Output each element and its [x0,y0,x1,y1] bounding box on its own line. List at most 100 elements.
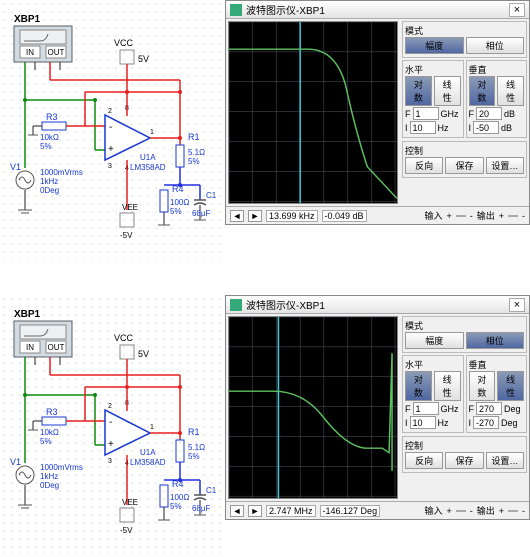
svg-text:1kHz: 1kHz [40,177,58,186]
v-i-input[interactable] [473,416,499,429]
horizontal-group: 水平 对数 线性 FGHz IHz [402,355,464,433]
cursor-right-button[interactable]: ► [248,210,262,222]
v-lin-button[interactable]: 线性 [497,76,524,106]
svg-text:R3: R3 [46,407,58,417]
h-lin-button[interactable]: 线性 [434,371,461,401]
svg-text:VEE: VEE [122,498,138,507]
statusbar: ◄ ► 13.699 kHz -0.049 dB 输入+- 输出+- [226,206,529,224]
svg-text:R1: R1 [188,132,200,142]
status-value: -0.049 dB [322,210,367,222]
svg-text:100Ω: 100Ω [170,198,189,207]
svg-text:1: 1 [150,129,154,136]
svg-text:XBP1: XBP1 [14,14,41,25]
close-button[interactable]: × [509,298,525,312]
status-frequency: 2.747 MHz [266,505,316,517]
svg-text:-: - [109,417,112,428]
statusbar: ◄ ► 2.747 MHz -146.127 Deg 输入+- 输出+- [226,501,529,519]
svg-text:100Ω: 100Ω [170,493,189,502]
v-i-input[interactable] [473,121,499,134]
window-title: 波特图示仪-XBP1 [246,2,509,17]
svg-text:5%: 5% [40,437,52,446]
v-f-input[interactable] [476,402,502,415]
svg-text:10kΩ: 10kΩ [40,428,59,437]
h-i-input[interactable] [410,121,436,134]
bode-plotter-window: 波特图示仪-XBP1 × 模式 幅度 相位 水平 [225,295,530,520]
svg-text:68μF: 68μF [192,209,211,218]
v-log-button[interactable]: 对数 [469,371,496,401]
titlebar: 波特图示仪-XBP1 × [226,1,529,19]
svg-text:1kHz: 1kHz [40,472,58,481]
svg-text:U1A: U1A [140,448,156,457]
control-group: 控制 反向 保存 设置… [402,141,527,178]
svg-text:-5V: -5V [120,526,133,535]
magnitude-button[interactable]: 幅度 [405,332,464,349]
svg-text:0Deg: 0Deg [40,186,59,195]
vertical-group: 垂直 对数 线性 FDeg IDeg [466,355,528,433]
svg-text:+: + [108,439,114,450]
svg-text:1000mVrms: 1000mVrms [40,168,83,177]
cursor-left-button[interactable]: ◄ [230,505,244,517]
svg-text:5%: 5% [40,142,52,151]
status-value: -146.127 Deg [320,505,381,517]
svg-text:VCC: VCC [114,333,134,343]
status-frequency: 13.699 kHz [266,210,318,222]
h-f-input[interactable] [413,402,439,415]
h-i-input[interactable] [410,416,436,429]
svg-text:IN: IN [26,48,34,57]
v-lin-button[interactable]: 线性 [497,371,524,401]
svg-text:-: - [109,122,112,133]
v-f-input[interactable] [476,107,502,120]
svg-text:5%: 5% [170,502,182,511]
settings-button[interactable]: 设置… [486,157,524,174]
svg-text:0Deg: 0Deg [40,481,59,490]
svg-text:IN: IN [26,343,34,352]
window-title: 波特图示仪-XBP1 [246,297,509,312]
svg-text:2: 2 [108,403,112,410]
close-button[interactable]: × [509,3,525,17]
h-lin-button[interactable]: 线性 [434,76,461,106]
svg-text:LM358AD: LM358AD [130,163,166,172]
svg-text:R1: R1 [188,427,200,437]
svg-text:OUT: OUT [48,48,65,57]
svg-text:+: + [108,144,114,155]
schematic-canvas: IN OUT XBP1 VCC 5V V1 1000mVrms 1kHz 0De… [0,0,225,260]
svg-text:5.1Ω: 5.1Ω [188,443,205,452]
cursor-left-button[interactable]: ◄ [230,210,244,222]
bode-plot[interactable] [228,316,398,499]
svg-text:1: 1 [150,424,154,431]
svg-text:68μF: 68μF [192,504,211,513]
svg-text:5.1Ω: 5.1Ω [188,148,205,157]
schematic-canvas: IN OUT XBP1 VCC 5V V1 1000mVrms 1kHz 0De… [0,295,225,555]
svg-text:U1A: U1A [140,153,156,162]
svg-text:VEE: VEE [122,203,138,212]
svg-text:OUT: OUT [48,343,65,352]
h-f-input[interactable] [413,107,439,120]
reverse-button[interactable]: 反向 [405,157,443,174]
mode-group: 模式 幅度 相位 [402,316,527,353]
phase-button[interactable]: 相位 [466,37,525,54]
save-button[interactable]: 保存 [445,157,483,174]
svg-text:-5V: -5V [120,231,133,240]
svg-text:5%: 5% [170,207,182,216]
h-log-button[interactable]: 对数 [405,76,432,106]
magnitude-button[interactable]: 幅度 [405,37,464,54]
bode-plotter-window: 波特图示仪-XBP1 × 模式 幅度 相位 水平 [225,0,530,225]
app-icon [230,299,242,311]
bode-plot[interactable] [228,21,398,204]
vertical-group: 垂直 对数 线性 FdB IdB [466,60,528,138]
svg-text:VCC: VCC [114,38,134,48]
save-button[interactable]: 保存 [445,452,483,469]
cursor-right-button[interactable]: ► [248,505,262,517]
reverse-button[interactable]: 反向 [405,452,443,469]
v-log-button[interactable]: 对数 [469,76,496,106]
svg-text:V1: V1 [10,457,21,467]
svg-text:3: 3 [108,163,112,170]
h-log-button[interactable]: 对数 [405,371,432,401]
titlebar: 波特图示仪-XBP1 × [226,296,529,314]
svg-text:10kΩ: 10kΩ [40,133,59,142]
svg-text:5%: 5% [188,452,200,461]
phase-button[interactable]: 相位 [466,332,525,349]
svg-text:5V: 5V [138,349,149,359]
svg-text:2: 2 [108,108,112,115]
settings-button[interactable]: 设置… [486,452,524,469]
